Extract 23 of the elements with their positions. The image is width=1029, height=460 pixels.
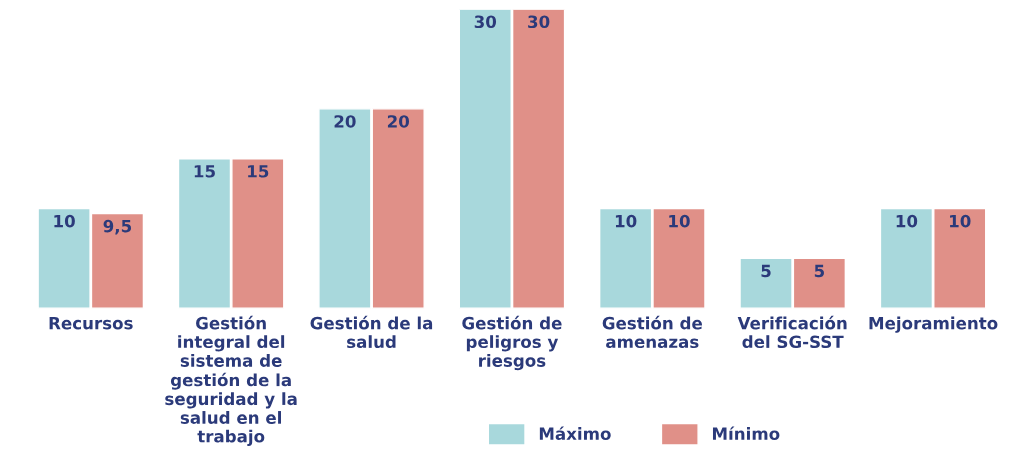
x-tick-label: Recursos (49, 317, 133, 330)
x-tick-label: Gestión integral del sistema de gestión de la seguridad y la salud en el trabajo (165, 315, 297, 446)
x-tick-label: Gestión de la salud (310, 315, 433, 349)
x-tick-label: Gestión de peligros y riesgos (462, 315, 562, 371)
data-label: 10 (669, 214, 690, 228)
data-label: 10 (896, 214, 918, 228)
data-label: 10 (615, 214, 637, 228)
data-label: 9,5 (103, 219, 132, 235)
data-label: 30 (528, 15, 550, 29)
data-label: 30 (474, 15, 497, 29)
data-label: 20 (334, 115, 356, 128)
data-label: 15 (248, 165, 269, 178)
data-label: 5 (761, 264, 771, 278)
data-label: 15 (194, 165, 215, 178)
legend-label: Máximo (539, 426, 611, 440)
x-tick-label: Verificación del SG-SST (737, 315, 847, 349)
data-label: 5 (814, 264, 824, 278)
data-label: 10 (54, 214, 75, 228)
data-label: 10 (950, 214, 971, 228)
x-tick-label: Gestión de amenazas (602, 315, 702, 349)
legend-label: Mínimo (712, 426, 780, 440)
x-tick-label: Mejoramiento (869, 316, 998, 333)
data-label: 20 (387, 115, 410, 128)
